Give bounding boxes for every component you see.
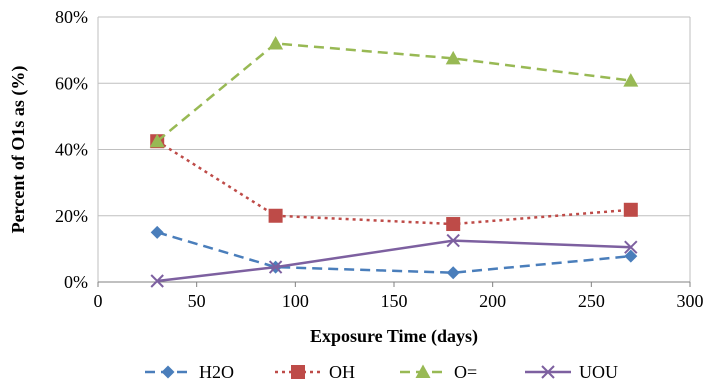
- legend-label: OH: [329, 362, 355, 382]
- x-marker-stroke: [541, 365, 555, 379]
- series-line-oh: [156, 140, 631, 226]
- x-marker-stroke: [150, 274, 164, 288]
- data-point-uou: [624, 240, 638, 254]
- series-oh: [150, 134, 638, 232]
- x-tick-label: 200: [479, 291, 506, 311]
- data-point-oh: [268, 208, 283, 223]
- legend-marker: [415, 364, 431, 378]
- y-tick-label: 20%: [55, 206, 88, 226]
- legend-marker: [291, 365, 305, 379]
- series-o: [149, 36, 639, 148]
- legend-item-o: O=: [400, 362, 477, 382]
- data-point-h2o: [446, 266, 460, 280]
- x-axis-title: Exposure Time (days): [310, 326, 478, 347]
- y-tick-label: 60%: [55, 73, 88, 93]
- data-point-uou: [446, 233, 460, 248]
- series-h2o: [150, 225, 638, 280]
- legend-marker: [161, 365, 175, 379]
- data-point-o: [445, 50, 461, 65]
- data-point-oh: [623, 202, 638, 217]
- x-tick-label: 250: [578, 291, 605, 311]
- data-point-o: [623, 73, 639, 87]
- x-marker-stroke: [446, 233, 460, 248]
- legend-label: H2O: [199, 362, 234, 382]
- x-tick-label: 100: [282, 291, 309, 311]
- data-point-h2o: [150, 225, 164, 239]
- data-point-oh: [446, 217, 461, 232]
- series-line-h2o: [156, 231, 631, 274]
- data-point-o: [268, 36, 284, 50]
- legend-item-oh: OH: [275, 362, 355, 382]
- y-tick-label: 0%: [64, 272, 88, 292]
- series: [149, 36, 639, 288]
- y-tick-label: 40%: [55, 140, 88, 160]
- y-tick-label: 80%: [55, 7, 88, 27]
- x-marker-stroke: [624, 240, 638, 254]
- series-line-o: [156, 42, 631, 143]
- legend-item-uou: UOU: [525, 362, 618, 382]
- tick-labels: 0% 20% 40% 60% 80% 0 50 100 150 200 250 300: [55, 7, 704, 311]
- data-point-h2o: [624, 249, 638, 263]
- data-point-uou: [150, 274, 164, 288]
- data-point-uou: [268, 260, 283, 274]
- x-tick-label: 300: [677, 291, 704, 311]
- legend-item-h2o: H2O: [145, 362, 234, 382]
- x-tick-label: 50: [188, 291, 206, 311]
- legend-label: UOU: [579, 362, 618, 382]
- gridlines: [98, 16, 690, 217]
- legend: H2O OH O= UOU: [145, 362, 618, 382]
- legend-marker: [541, 365, 555, 379]
- series-uou: [150, 233, 638, 288]
- y-axis-title: Percent of O1s as (%): [8, 66, 29, 234]
- series-line-uou: [157, 239, 631, 283]
- data-point-o: [149, 133, 165, 148]
- x-tick-label: 0: [94, 291, 103, 311]
- legend-label: O=: [454, 362, 477, 382]
- axes: [97, 17, 691, 287]
- x-marker-stroke: [268, 260, 283, 274]
- x-tick-label: 150: [381, 291, 408, 311]
